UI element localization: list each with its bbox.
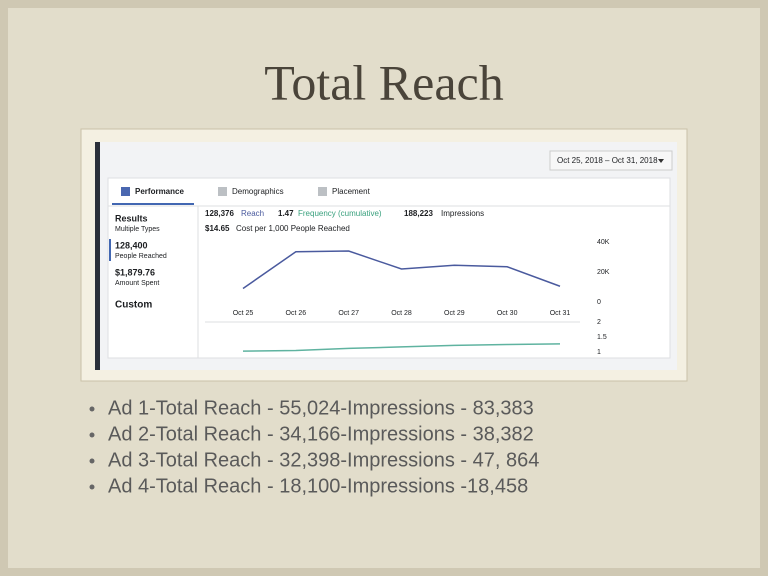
panel [107,177,671,359]
tab-icon [121,187,130,196]
tab-icon [218,187,227,196]
x-tick-label: Oct 26 [286,310,307,317]
bullet-text: Ad 4-Total Reach - 18,100-Impressions -1… [108,475,528,497]
custom[interactable]: Custom [115,300,152,311]
y-tick-label: 0 [597,299,601,306]
y-tick-label: 1.5 [597,334,607,341]
x-tick-label: Oct 29 [444,310,465,317]
data-line [242,343,561,352]
tab-icon [318,187,327,196]
y-tick-label: 40K [597,239,610,246]
sidebar-value: 128,400 [115,240,148,250]
x-tick-label: Oct 25 [233,310,254,317]
bullet [89,406,95,412]
sidebar-label: Amount Spent [115,280,159,287]
screenshot-edge [95,142,100,370]
sidebar-label: People Reached [115,253,167,260]
x-tick-label: Oct 28 [391,310,412,317]
slide-title: Total Reach [264,54,503,110]
cost: $14.65 [205,224,230,233]
impressions: 188,223 [404,209,433,218]
frequency: 1.47 [278,209,294,218]
frequency-label: Frequency (cumulative) [298,209,382,218]
y-tick-label: 1 [597,349,601,356]
x-tick-label: Oct 27 [338,310,359,317]
bullet-text: Ad 3-Total Reach - 32,398-Impressions - … [108,449,539,471]
date-range: Oct 25, 2018 – Oct 31, 2018 [557,156,658,165]
tab[interactable]: Performance [135,187,184,196]
sidebar-value: Results [115,213,148,223]
sidebar-label: Multiple Types [115,226,160,233]
bullet-text: Ad 2-Total Reach - 34,166-Impressions - … [108,423,534,445]
bullet-text: Ad 1-Total Reach - 55,024-Impressions - … [108,397,534,419]
tab-underline [112,203,194,205]
tab[interactable]: Placement [332,187,371,196]
bullet [89,458,95,464]
impressions-label: Impressions [441,209,484,218]
bullet [89,484,95,490]
reach-label: Reach [241,209,264,218]
y-tick-label: 20K [597,269,610,276]
bullet [89,432,95,438]
tab[interactable]: Demographics [232,187,284,196]
data-line [242,250,561,290]
y-tick-label: 2 [597,319,601,326]
x-tick-label: Oct 31 [550,310,571,317]
date-dropdown[interactable] [549,150,673,171]
cost-label: Cost per 1,000 People Reached [236,224,350,233]
x-tick-label: Oct 30 [497,310,518,317]
selected-indicator [109,239,111,261]
sidebar-value: $1,879.76 [115,267,155,277]
dropdown-arrow [658,159,664,163]
reach: 128,376 [205,209,234,218]
